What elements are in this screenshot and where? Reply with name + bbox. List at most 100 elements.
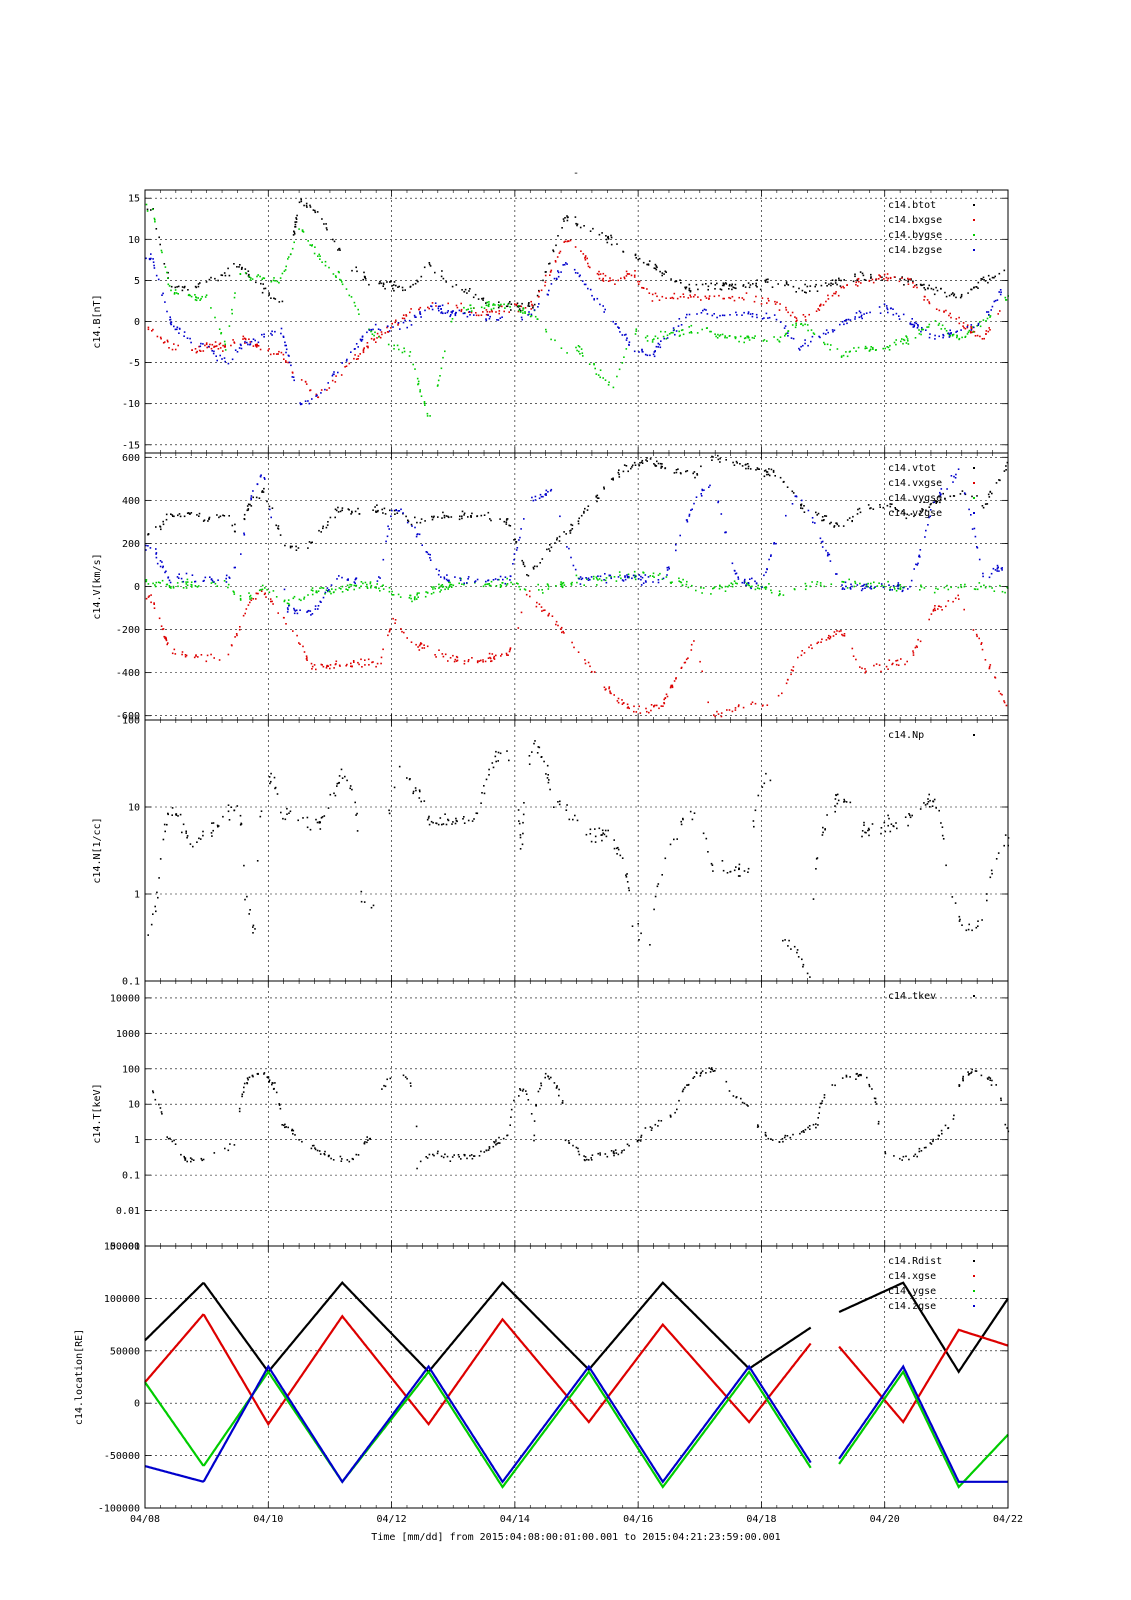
data-point bbox=[283, 588, 286, 591]
data-point bbox=[415, 1125, 418, 1128]
data-point bbox=[255, 598, 257, 600]
data-point bbox=[440, 367, 443, 370]
data-point bbox=[993, 590, 996, 592]
data-point bbox=[286, 602, 289, 605]
data-point bbox=[735, 572, 738, 575]
data-point bbox=[147, 583, 150, 585]
data-point bbox=[352, 1158, 354, 1161]
data-point bbox=[155, 556, 158, 559]
data-point bbox=[619, 854, 622, 857]
data-point bbox=[834, 292, 837, 295]
data-point bbox=[227, 267, 229, 270]
data-point bbox=[294, 1134, 296, 1136]
data-point bbox=[735, 287, 737, 290]
panel-frame bbox=[144, 980, 1009, 1247]
data-point bbox=[319, 828, 322, 830]
data-point bbox=[336, 785, 338, 787]
data-point bbox=[1000, 291, 1002, 293]
data-point bbox=[836, 348, 839, 350]
data-point bbox=[309, 389, 312, 391]
data-point bbox=[987, 330, 990, 333]
data-point bbox=[603, 833, 606, 836]
data-point bbox=[902, 586, 905, 589]
data-point bbox=[153, 602, 155, 604]
data-point bbox=[557, 624, 559, 627]
data-point bbox=[997, 852, 1000, 854]
data-point bbox=[637, 280, 639, 283]
data-point bbox=[271, 1082, 274, 1084]
data-point bbox=[657, 462, 660, 465]
data-point bbox=[587, 287, 589, 290]
data-point bbox=[622, 250, 624, 253]
data-point bbox=[362, 278, 364, 281]
data-point bbox=[916, 286, 918, 289]
data-point bbox=[547, 584, 549, 586]
data-point bbox=[273, 776, 276, 779]
data-point bbox=[816, 581, 819, 583]
data-point bbox=[231, 358, 234, 361]
data-point bbox=[604, 1153, 607, 1155]
data-point bbox=[376, 337, 378, 339]
data-point bbox=[835, 522, 837, 524]
data-point bbox=[317, 590, 320, 592]
data-point bbox=[240, 822, 242, 825]
data-point bbox=[914, 646, 917, 649]
data-point bbox=[935, 502, 937, 504]
data-point bbox=[532, 568, 535, 570]
data-point bbox=[399, 328, 401, 330]
data-point bbox=[774, 303, 777, 305]
data-point bbox=[841, 580, 843, 583]
data-point bbox=[272, 1088, 275, 1090]
data-point bbox=[480, 659, 482, 662]
data-point bbox=[616, 243, 618, 245]
data-point bbox=[724, 585, 727, 588]
data-point bbox=[463, 1154, 466, 1157]
data-point bbox=[408, 319, 411, 322]
data-point bbox=[924, 536, 926, 538]
data-point bbox=[354, 510, 357, 513]
data-point bbox=[162, 523, 165, 526]
data-point bbox=[159, 560, 162, 562]
data-point bbox=[711, 864, 714, 866]
data-point bbox=[498, 578, 500, 581]
data-point bbox=[509, 301, 511, 303]
data-point bbox=[971, 1068, 973, 1071]
data-point bbox=[548, 779, 550, 781]
data-point bbox=[976, 546, 978, 548]
data-point bbox=[278, 281, 280, 284]
data-point bbox=[561, 631, 563, 634]
data-point bbox=[427, 306, 429, 309]
data-point bbox=[654, 267, 657, 270]
data-point bbox=[427, 817, 430, 819]
data-point bbox=[707, 851, 709, 853]
data-point bbox=[325, 227, 328, 229]
data-point bbox=[250, 498, 252, 501]
data-point bbox=[437, 516, 439, 518]
data-point bbox=[473, 818, 475, 820]
data-point bbox=[892, 825, 894, 827]
data-point bbox=[538, 290, 540, 293]
data-point bbox=[547, 1075, 550, 1078]
data-point bbox=[536, 294, 539, 297]
data-point bbox=[519, 848, 522, 850]
data-point bbox=[337, 371, 339, 374]
data-point bbox=[499, 518, 501, 520]
data-point bbox=[481, 792, 483, 794]
data-point bbox=[246, 1082, 248, 1084]
data-point bbox=[184, 655, 187, 658]
data-point bbox=[501, 582, 503, 584]
data-point bbox=[238, 628, 241, 631]
data-point bbox=[833, 631, 836, 633]
data-point bbox=[945, 864, 947, 867]
data-point bbox=[402, 1074, 405, 1077]
data-point bbox=[210, 307, 212, 309]
data-point bbox=[284, 818, 287, 821]
data-point bbox=[653, 908, 655, 911]
data-point bbox=[972, 326, 974, 328]
data-point bbox=[285, 348, 288, 351]
data-point bbox=[899, 278, 901, 280]
data-point bbox=[181, 831, 183, 834]
data-point bbox=[154, 219, 156, 221]
data-point bbox=[412, 790, 415, 793]
